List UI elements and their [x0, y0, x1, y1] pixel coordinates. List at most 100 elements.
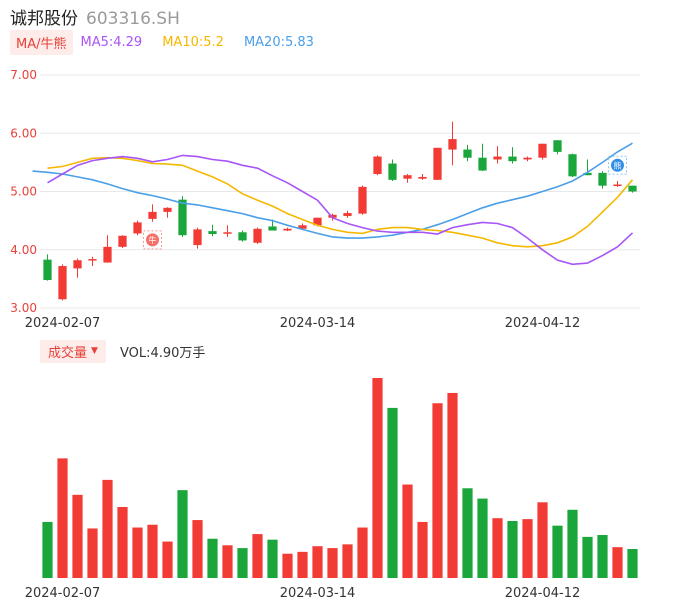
- candle-body: [148, 211, 157, 219]
- volume-bar: [612, 547, 623, 578]
- marker-text: 熊: [614, 160, 622, 170]
- candle-body: [508, 156, 517, 162]
- candle-body: [103, 246, 112, 263]
- ma10-line: [47, 156, 634, 248]
- volume-x-tick-label: 2024-03-14: [280, 586, 356, 601]
- volume-bar: [57, 458, 68, 578]
- volume-bar: [192, 520, 203, 578]
- volume-bar: [147, 524, 158, 578]
- ma-toggle-button[interactable]: MA/牛熊: [10, 29, 73, 55]
- candle-body: [553, 140, 562, 152]
- marker-dot: [146, 233, 159, 247]
- price-tick-label: 5.00: [10, 185, 37, 199]
- candle-body: [568, 154, 577, 177]
- price-tick-label: 7.00: [10, 68, 37, 82]
- volume-toggle-button[interactable]: 成交量 ▼: [40, 339, 106, 363]
- ma20-legend: MA20:5.83: [243, 34, 314, 50]
- volume-bar: [552, 525, 563, 578]
- volume-bar: [492, 518, 503, 578]
- candle-body: [403, 175, 412, 179]
- volume-bar: [327, 548, 338, 578]
- volume-bar: [447, 392, 458, 578]
- candle-body: [418, 176, 427, 179]
- candle-body: [43, 259, 52, 281]
- ma5-line: [47, 154, 634, 266]
- ma5-legend: MA5:4.29: [80, 34, 143, 50]
- volume-bar: [267, 539, 278, 578]
- candle-body: [358, 186, 367, 214]
- stock-name: 诚邦股份: [10, 9, 78, 29]
- candle-body: [478, 157, 487, 171]
- candle-body: [253, 228, 262, 243]
- volume-bar: [597, 535, 608, 578]
- ma-legend: MA/牛熊 MA5:4.29 MA10:5.2 MA20:5.83: [10, 29, 334, 55]
- candle-body: [178, 199, 187, 236]
- candle-body: [73, 260, 82, 269]
- volume-bar: [72, 494, 83, 578]
- volume-bar: [627, 549, 638, 578]
- volume-bar: [222, 545, 233, 578]
- candle-body: [538, 143, 547, 158]
- ma20-line: [32, 142, 633, 239]
- candle-body: [208, 231, 217, 235]
- candle-body: [433, 147, 442, 180]
- candle-body: [58, 266, 67, 300]
- volume-bar: [432, 403, 443, 578]
- volume-bar: [132, 527, 143, 578]
- volume-bar: [117, 506, 128, 578]
- volume-bar: [402, 484, 413, 578]
- volume-bar: [102, 479, 113, 578]
- volume-bar: [177, 490, 188, 578]
- candle-body: [598, 172, 607, 186]
- candle-body: [238, 232, 247, 241]
- volume-bar: [387, 407, 398, 578]
- candle-body: [298, 225, 307, 229]
- candle-body: [628, 185, 637, 192]
- volume-bar: [252, 534, 263, 578]
- candle-body: [583, 172, 592, 176]
- candle-body: [118, 235, 127, 247]
- stock-code: 603316.SH: [86, 9, 180, 29]
- candle-body: [268, 226, 277, 231]
- volume-bar: [342, 544, 353, 578]
- price-tick-label: 6.00: [10, 126, 37, 140]
- candle-body: [613, 184, 622, 187]
- candle-body: [388, 163, 397, 180]
- volume-bar: [162, 541, 173, 578]
- volume-value: VOL:4.90万手: [119, 345, 206, 361]
- volume-bar: [477, 498, 488, 578]
- volume-bar: [282, 553, 293, 578]
- bull-marker-icon: 牛: [143, 230, 162, 250]
- volume-bar: [357, 527, 368, 578]
- marker-frame: [608, 155, 627, 175]
- candle-body: [163, 207, 172, 212]
- price-tick-label: 4.00: [10, 243, 37, 257]
- candle-body: [463, 149, 472, 158]
- price-x-tick-label: 2024-04-12: [505, 316, 581, 331]
- candle-body: [523, 157, 532, 160]
- price-tick-label: 3.00: [10, 301, 37, 315]
- volume-bar: [567, 509, 578, 578]
- volume-bar: [87, 528, 98, 578]
- volume-bar: [537, 502, 548, 578]
- price-x-tick-label: 2024-02-07: [25, 316, 101, 331]
- volume-bar: [462, 488, 473, 578]
- volume-x-tick-label: 2024-04-12: [505, 586, 581, 601]
- marker-text: 牛: [149, 235, 157, 245]
- candle-body: [313, 217, 322, 226]
- candle-body: [88, 259, 97, 261]
- caret-down-icon: ▼: [91, 346, 98, 356]
- bear-marker-icon: 熊: [608, 155, 627, 175]
- candle-body: [223, 232, 232, 234]
- volume-bar: [312, 546, 323, 578]
- volume-bar: [237, 548, 248, 578]
- marker-frame: [143, 230, 162, 250]
- candle-body: [448, 139, 457, 150]
- candle-body: [493, 156, 502, 160]
- volume-bar: [207, 538, 218, 578]
- candle-body: [373, 156, 382, 175]
- volume-bar: [372, 378, 383, 578]
- candle-body: [343, 213, 352, 216]
- volume-bar: [417, 521, 428, 578]
